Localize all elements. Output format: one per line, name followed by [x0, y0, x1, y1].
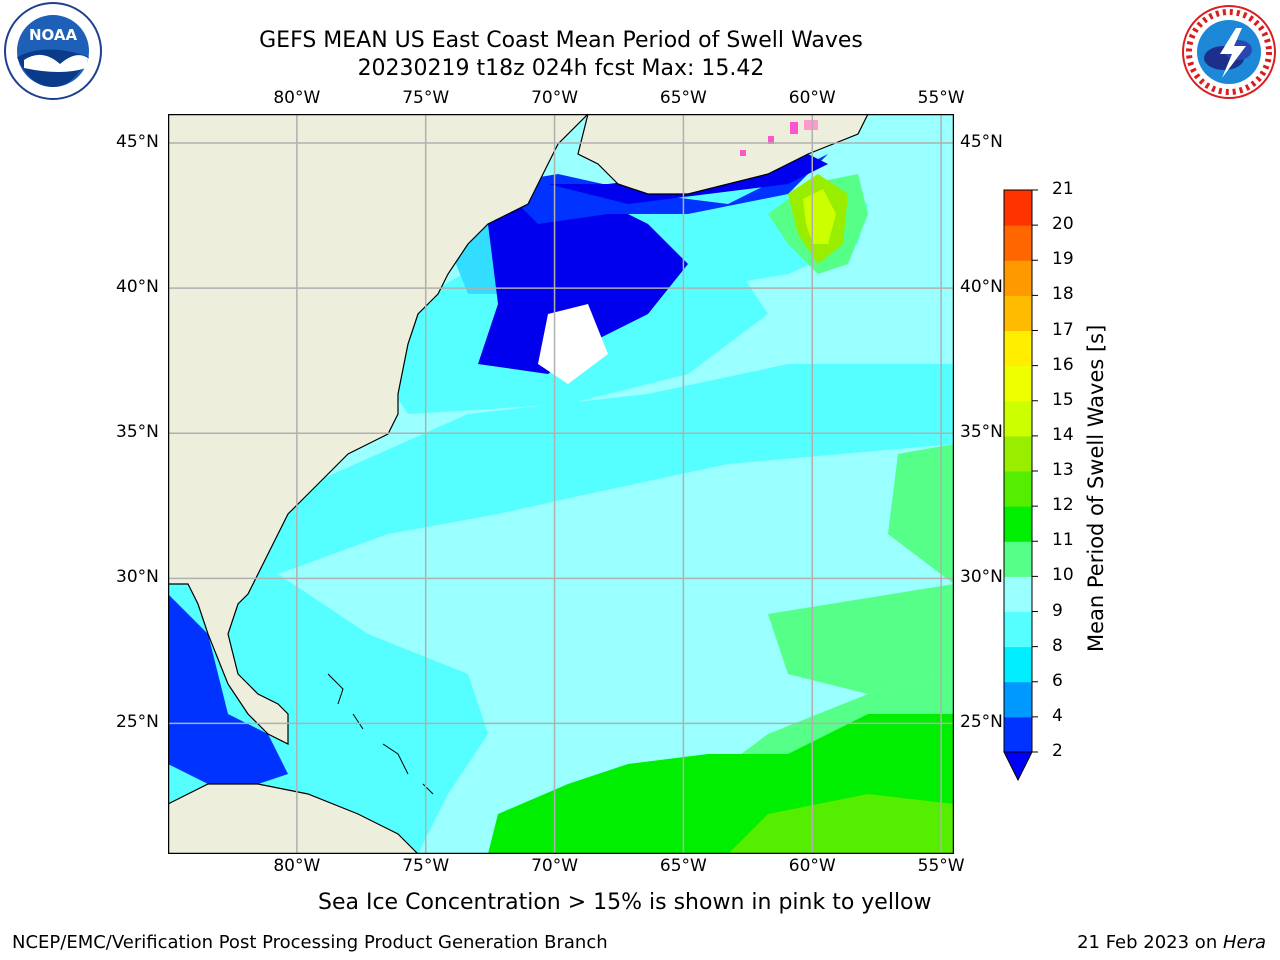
colorbar-tick-label: 8: [1052, 635, 1063, 656]
footer-machine: Hera: [1222, 932, 1266, 953]
colorbar-band: [1004, 576, 1032, 612]
colorbar-band: [1004, 260, 1032, 296]
lat-label: 45°N: [960, 132, 1003, 153]
lon-label: 70°W: [531, 88, 579, 108]
colorbar-tick-label: 14: [1052, 424, 1074, 445]
colorbar-band: [1004, 506, 1032, 542]
colorbar-tick-label: 15: [1052, 389, 1074, 410]
lon-label: 55°W: [917, 88, 965, 108]
colorbar: [1003, 189, 1038, 782]
colorbar-band: [1004, 295, 1032, 331]
colorbar-tick-label: 12: [1052, 495, 1074, 516]
colorbar-band: [1004, 225, 1032, 261]
lon-label: 80°W: [273, 856, 321, 876]
map-frame: [168, 114, 954, 854]
lat-label: 45°N: [116, 132, 159, 153]
colorbar-tick-label: 20: [1052, 214, 1074, 235]
colorbar-tick-label: 18: [1052, 284, 1074, 305]
colorbar-band: [1004, 365, 1032, 402]
islands: [327, 673, 434, 795]
lon-label: 80°W: [273, 88, 321, 108]
nws-logo: [1182, 5, 1276, 99]
colorbar-tick-label: 6: [1052, 670, 1063, 691]
lat-label: 30°N: [960, 567, 1003, 588]
colorbar-tick-label: 21: [1052, 179, 1074, 199]
footer-date: 21 Feb 2023 on Hera: [1077, 932, 1266, 953]
sea-ice-caption: Sea Ice Concentration > 15% is shown in …: [318, 890, 932, 915]
lat-label: 40°N: [960, 277, 1003, 298]
footer-credit: NCEP/EMC/Verification Post Processing Pr…: [12, 932, 608, 953]
lat-label: 25°N: [116, 712, 159, 733]
lat-label: 25°N: [960, 712, 1003, 733]
lat-label: 40°N: [116, 277, 159, 298]
colorbar-tick-label: 17: [1052, 319, 1074, 340]
noaa-logo: NOAA: [4, 2, 102, 100]
noaa-logo-text: NOAA: [29, 26, 78, 44]
colorbar-title: Mean Period of Swell Waves [s]: [1084, 324, 1108, 652]
colorbar-band: [1004, 330, 1032, 367]
colorbar-band: [1004, 541, 1032, 577]
colorbar-band: [1004, 435, 1032, 472]
colorbar-tick-label: 2: [1052, 741, 1063, 761]
colorbar-extend-min: [1003, 751, 1033, 782]
lon-label: 65°W: [659, 856, 707, 876]
colorbar-band: [1004, 646, 1032, 683]
sea-ice: [740, 120, 818, 156]
lon-label: 60°W: [788, 88, 836, 108]
land-cuba: [168, 783, 419, 854]
map-title: GEFS MEAN US East Coast Mean Period of S…: [259, 28, 863, 53]
lat-label: 35°N: [960, 422, 1003, 443]
lat-label: 35°N: [116, 422, 159, 443]
colorbar-tick-label: 9: [1052, 600, 1063, 621]
map-plot: [168, 114, 954, 854]
graticule: [168, 114, 954, 854]
colorbar-tick-label: 16: [1052, 354, 1074, 375]
lon-label: 55°W: [917, 856, 965, 876]
colorbar-band: [1004, 471, 1032, 507]
colorbar-band: [1004, 681, 1032, 718]
colorbar-band: [1004, 611, 1032, 648]
footer-date-text: 21 Feb 2023 on: [1077, 932, 1223, 953]
colorbar-band: [1004, 190, 1032, 226]
colorbar-tick-label: 10: [1052, 565, 1074, 586]
lat-label: 30°N: [116, 567, 159, 588]
lon-label: 70°W: [531, 856, 579, 876]
colorbar-tick-label: 4: [1052, 705, 1063, 726]
map-subtitle: 20230219 t18z 024h fcst Max: 15.42: [357, 56, 765, 81]
colorbar-band: [1004, 400, 1032, 437]
lon-label: 65°W: [659, 88, 707, 108]
colorbar-tick-label: 11: [1052, 530, 1074, 551]
lon-label: 75°W: [402, 856, 450, 876]
colorbar-tick-label: 19: [1052, 249, 1074, 270]
lon-label: 75°W: [402, 88, 450, 108]
colorbar-tick-label: 13: [1052, 460, 1074, 480]
colorbar-band: [1004, 716, 1032, 753]
lon-label: 60°W: [788, 856, 836, 876]
